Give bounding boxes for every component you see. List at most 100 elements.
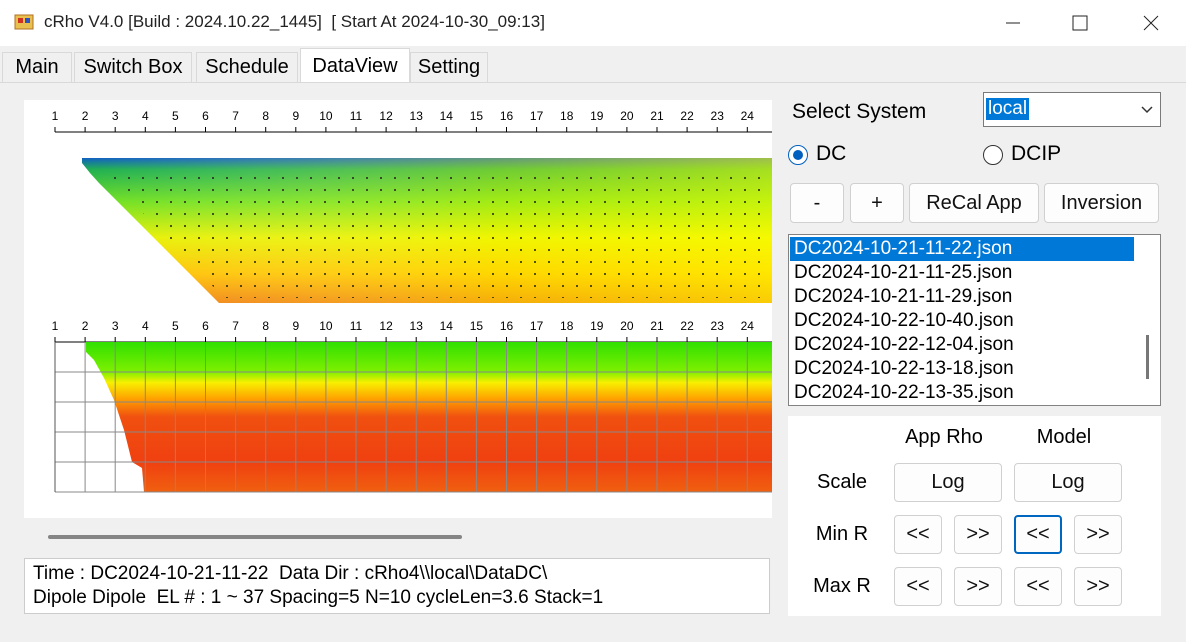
electrode-label: 15 — [470, 109, 484, 123]
file-item[interactable]: DC2024-10-22-13-18.json — [794, 358, 1014, 379]
tab[interactable]: Setting — [410, 52, 488, 82]
electrode-label: 19 — [590, 109, 604, 123]
electrode-label: 20 — [620, 109, 634, 123]
app-icon — [14, 14, 34, 30]
button[interactable]: Log — [1014, 463, 1122, 502]
electrode-label: 9 — [292, 109, 299, 123]
row-label: Max R — [813, 575, 871, 597]
electrode-label: 24 — [741, 319, 755, 333]
electrode-label: 20 — [620, 319, 634, 333]
electrode-label: 22 — [680, 109, 694, 123]
electrode-label: 18 — [560, 109, 574, 123]
file-item[interactable]: DC2024-10-21-11-22.json — [790, 237, 1134, 261]
electrode-label: 18 — [560, 319, 574, 333]
file-item[interactable]: DC2024-10-21-11-25.json — [794, 262, 1013, 283]
electrode-label: 7 — [232, 319, 239, 333]
electrode-label: 2 — [82, 319, 89, 333]
electrode-label: 6 — [202, 109, 209, 123]
file-list: DC2024-10-21-11-22.json DC2024-10-21-11-2… — [788, 234, 1161, 406]
button[interactable]: - — [790, 183, 844, 223]
electrode-label: 13 — [410, 109, 424, 123]
electrode-label: 16 — [500, 319, 514, 333]
tab-bar: Main Switch Box Schedule DataView Setting — [0, 46, 1186, 83]
title-bar: cRho V4.0 [Build : 2024.10.22_1445] [ St… — [0, 0, 1186, 46]
button[interactable]: >> — [1074, 567, 1122, 606]
electrode-label: 7 — [232, 109, 239, 123]
electrode-label: 1 — [52, 109, 59, 123]
select-value: local — [986, 98, 1030, 120]
electrode-label: 12 — [379, 319, 393, 333]
window-controls[interactable] — [1000, 10, 1170, 36]
electrode-label: 21 — [650, 109, 664, 123]
status-line: Dipole Dipole EL # : 1 ~ 37 Spacing=5 N=… — [33, 587, 604, 608]
status-line: Time : DC2024-10-21-11-22 Data Dir : cRh… — [33, 563, 548, 584]
electrode-label: 10 — [319, 319, 333, 333]
electrode-label: 10 — [319, 109, 333, 123]
file-item[interactable]: DC2024-10-21-11-29.json — [794, 286, 1013, 307]
button[interactable]: >> — [1074, 515, 1122, 554]
row-label: Min R — [815, 523, 869, 545]
electrode-label: 13 — [410, 319, 424, 333]
electrode-label: 3 — [112, 109, 119, 123]
select-label: Select System — [792, 100, 927, 123]
electrode-label: 22 — [680, 319, 694, 333]
system-select[interactable]: local — [983, 92, 1161, 127]
electrode-label: 8 — [262, 109, 269, 123]
electrode-label: 23 — [711, 109, 725, 123]
electrode-label: 12 — [379, 109, 393, 123]
electrode-label: 11 — [350, 319, 363, 333]
button[interactable]: Inversion — [1044, 183, 1159, 223]
electrode-label: 15 — [470, 319, 484, 333]
electrode-label: 19 — [590, 319, 604, 333]
scale-panel: App Rho Model Scale Log Log Min R << >> << >> Max … — [788, 416, 1161, 616]
radio-label: DC — [816, 142, 847, 165]
button[interactable]: << — [1014, 515, 1062, 554]
electrode-label: 3 — [112, 319, 119, 333]
radio-button[interactable] — [788, 145, 808, 165]
file-item[interactable]: DC2024-10-22-10-40.json — [794, 310, 1014, 331]
electrode-label: 23 — [711, 319, 725, 333]
electrode-label: 17 — [530, 109, 544, 123]
radio-label: DCIP — [1011, 142, 1062, 165]
row-label: Scale — [816, 471, 868, 493]
column-header: Model — [1036, 426, 1092, 448]
pseudosection-view: 1122334455667788991010111112121313141415… — [52, 109, 772, 493]
electrode-label: 9 — [292, 319, 299, 333]
electrode-label: 5 — [172, 319, 179, 333]
button[interactable]: >> — [954, 515, 1002, 554]
electrode-label: 8 — [262, 319, 269, 333]
dropdown-arrow — [1141, 106, 1153, 114]
column-header: App Rho — [905, 426, 983, 448]
button[interactable]: << — [894, 567, 942, 606]
button[interactable]: << — [1014, 567, 1062, 606]
h-scrollbar[interactable] — [48, 535, 462, 539]
tab[interactable]: Switch Box — [74, 52, 192, 82]
tab[interactable]: Main — [2, 52, 72, 82]
electrode-label: 2 — [82, 109, 89, 123]
tab[interactable]: DataView — [300, 48, 410, 83]
button[interactable]: ReCal App — [909, 183, 1039, 223]
button[interactable]: + — [850, 183, 904, 223]
radio-dot — [792, 149, 803, 160]
file-item[interactable]: DC2024-10-22-13-35.json — [794, 382, 1014, 403]
list-scrollbar[interactable] — [1146, 335, 1149, 379]
window-title: cRho V4.0 [Build : 2024.10.22_1445] [ St… — [44, 12, 545, 31]
status-box: Time : DC2024-10-21-11-22 Data Dir : cRh… — [24, 558, 770, 614]
electrode-label: 1 — [52, 319, 59, 333]
electrode-label: 14 — [440, 109, 454, 123]
electrode-label: 16 — [500, 109, 514, 123]
electrode-label: 4 — [142, 109, 149, 123]
button[interactable]: >> — [954, 567, 1002, 606]
electrode-label: 6 — [202, 319, 209, 333]
button[interactable]: << — [894, 515, 942, 554]
electrode-label: 17 — [530, 319, 544, 333]
electrode-label: 21 — [650, 319, 664, 333]
tab-border — [0, 82, 1186, 83]
electrode-label: 4 — [142, 319, 149, 333]
tab[interactable]: Schedule — [196, 52, 298, 82]
radio-button[interactable] — [983, 145, 1003, 165]
button[interactable]: Log — [894, 463, 1002, 502]
electrode-label: 24 — [741, 109, 755, 123]
file-item[interactable]: DC2024-10-22-12-04.json — [794, 334, 1014, 355]
